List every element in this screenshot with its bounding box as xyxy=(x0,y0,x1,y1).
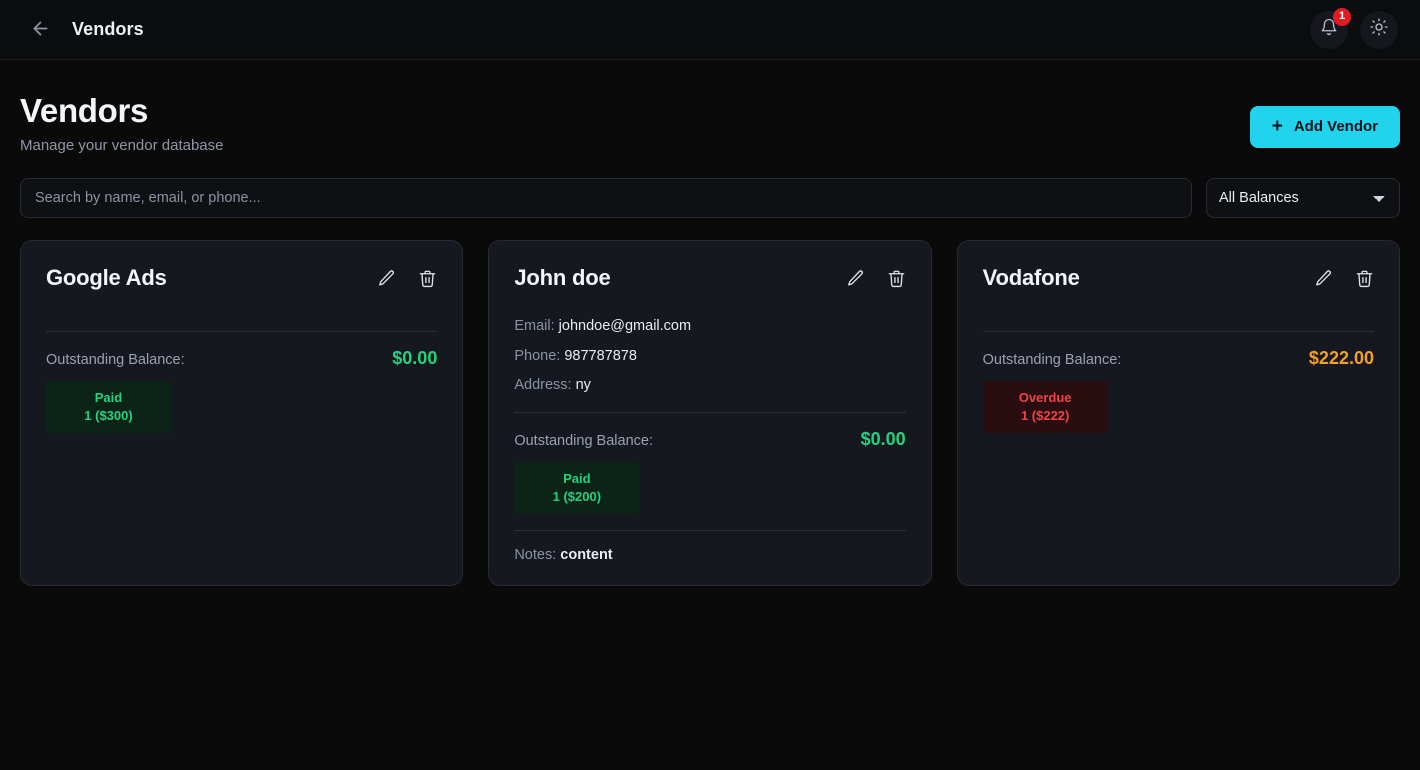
delete-vendor-button[interactable] xyxy=(887,269,906,288)
edit-vendor-button[interactable] xyxy=(377,269,396,288)
vendor-card[interactable]: Google Ads xyxy=(20,239,464,587)
outstanding-balance-label: Outstanding Balance: xyxy=(514,433,653,450)
add-vendor-button[interactable]: + Add Vendor xyxy=(1249,105,1400,148)
vendor-card[interactable]: John doe xyxy=(488,239,932,587)
vendor-name: Google Ads xyxy=(46,264,167,290)
plus-icon: + xyxy=(1271,116,1283,138)
status-badge-title: Paid xyxy=(563,471,591,487)
bell-icon xyxy=(1320,18,1338,41)
outstanding-balance-row: Outstanding Balance: $222.00 xyxy=(983,348,1374,369)
topbar-actions: 1 xyxy=(1310,7,1398,49)
page-title: Vendors xyxy=(20,92,149,129)
status-badge: Overdue 1 ($222) xyxy=(982,381,1108,434)
vendor-card-header: Google Ads xyxy=(46,265,437,291)
top-bar: Vendors 1 xyxy=(0,0,1420,60)
vendor-card-actions xyxy=(377,265,437,288)
status-badge-detail: 1 ($222) xyxy=(1020,407,1070,423)
status-badge-title: Paid xyxy=(94,390,123,406)
outstanding-balance-amount: $222.00 xyxy=(1308,348,1374,369)
status-badge-detail: 1 ($200) xyxy=(552,488,602,504)
notification-badge: 1 xyxy=(1333,7,1351,26)
page-header: Vendors Manage your vendor database + Ad… xyxy=(20,60,1400,154)
filter-row: All Balances xyxy=(20,177,1400,218)
sun-icon xyxy=(1370,18,1388,41)
vendor-notes-line: Notes: content xyxy=(514,547,905,563)
card-divider xyxy=(514,412,906,414)
edit-vendor-button[interactable] xyxy=(1314,269,1333,288)
vendor-notes-value: content xyxy=(560,547,613,564)
vendor-address-value: ny xyxy=(575,377,591,394)
search-input[interactable] xyxy=(20,177,1192,218)
page-content: Vendors Manage your vendor database + Ad… xyxy=(0,60,1420,587)
card-divider xyxy=(982,331,1374,333)
add-vendor-label: Add Vendor xyxy=(1293,118,1378,136)
vendor-card-header: Vodafone xyxy=(983,265,1374,291)
notes-label: Notes: xyxy=(514,547,557,564)
vendor-email-line: Email: johndoe@gmail.com xyxy=(514,317,905,337)
vendor-phone-value: 987787878 xyxy=(564,347,637,364)
theme-toggle-button[interactable] xyxy=(1360,10,1398,49)
status-badge: Paid 1 ($200) xyxy=(514,462,640,515)
vendor-contact-info: Email: johndoe@gmail.com Phone: 98778787… xyxy=(514,317,905,396)
vendor-card-actions xyxy=(846,265,906,288)
vendor-card-header: John doe xyxy=(514,265,905,291)
balance-filter-select[interactable]: All Balances xyxy=(1206,177,1400,218)
outstanding-balance-amount: $0.00 xyxy=(392,348,438,369)
page-subtitle: Manage your vendor database xyxy=(20,136,224,154)
outstanding-balance-label: Outstanding Balance: xyxy=(46,352,185,369)
outstanding-balance-row: Outstanding Balance: $0.00 xyxy=(514,429,905,450)
delete-vendor-button[interactable] xyxy=(418,269,437,288)
vendor-phone-line: Phone: 987787878 xyxy=(514,347,905,367)
card-spacer xyxy=(983,433,1374,563)
vendor-card[interactable]: Vodafone xyxy=(956,239,1400,587)
card-divider xyxy=(46,331,438,333)
email-label: Email: xyxy=(514,318,555,335)
vendor-name: John doe xyxy=(514,264,611,290)
edit-vendor-button[interactable] xyxy=(846,269,865,288)
card-spacer xyxy=(46,433,437,563)
address-label: Address: xyxy=(514,377,572,394)
outstanding-balance-amount: $0.00 xyxy=(860,429,906,450)
vendor-email-value: johndoe@gmail.com xyxy=(558,318,692,335)
notifications-button[interactable]: 1 xyxy=(1310,7,1351,49)
arrow-left-icon xyxy=(30,18,51,42)
topbar-title: Vendors xyxy=(72,19,144,39)
page-header-text: Vendors Manage your vendor database xyxy=(20,92,223,154)
vendor-name: Vodafone xyxy=(982,264,1080,290)
phone-label: Phone: xyxy=(514,347,561,364)
outstanding-balance-label: Outstanding Balance: xyxy=(982,352,1122,369)
status-badge-detail: 1 ($300) xyxy=(84,407,133,423)
vendor-card-actions xyxy=(1314,265,1374,288)
vendor-address-line: Address: ny xyxy=(514,376,905,396)
status-badge-title: Overdue xyxy=(1018,390,1072,406)
card-divider xyxy=(514,530,906,532)
delete-vendor-button[interactable] xyxy=(1355,269,1374,288)
vendor-card-grid: Google Ads xyxy=(20,239,1400,587)
back-button[interactable] xyxy=(24,14,56,46)
status-badge: Paid 1 ($300) xyxy=(46,381,171,434)
outstanding-balance-row: Outstanding Balance: $0.00 xyxy=(46,348,437,369)
